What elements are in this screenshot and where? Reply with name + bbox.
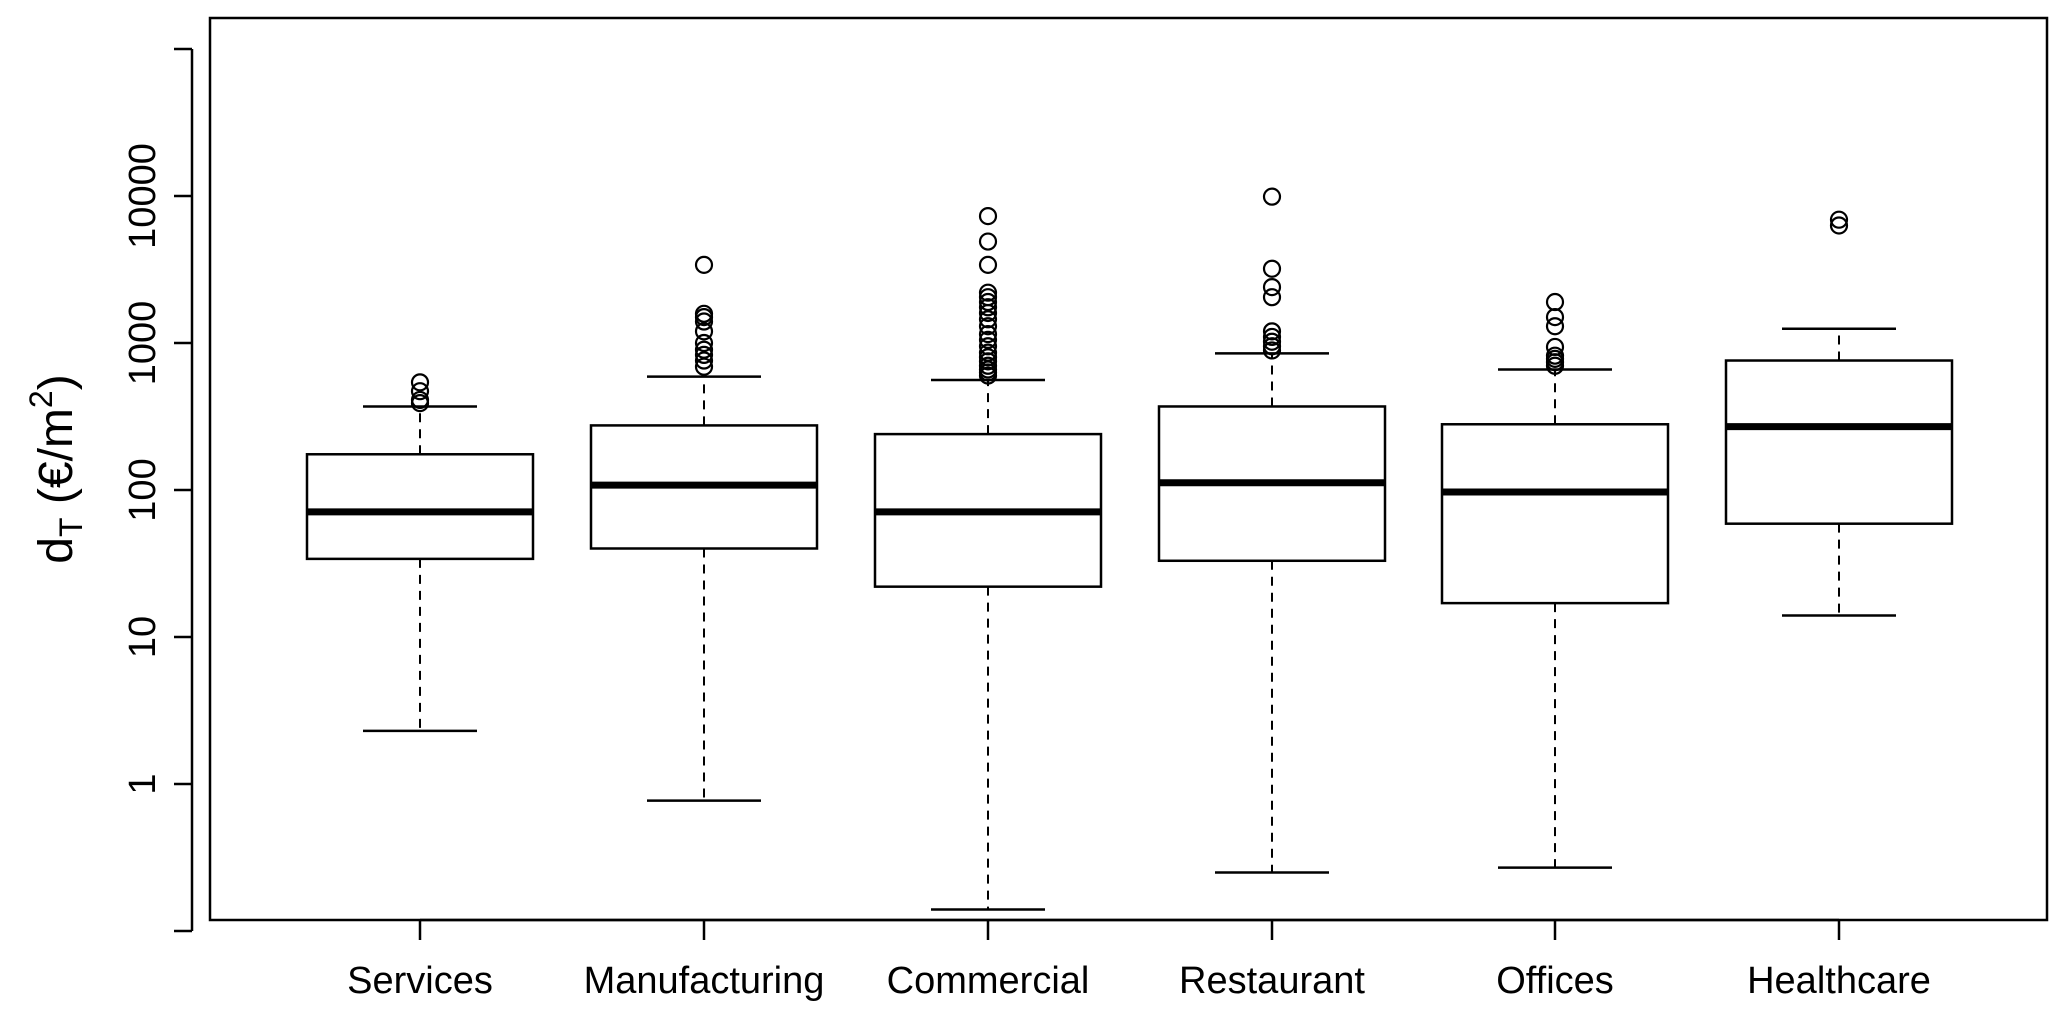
y-axis-label-unit: (€/m — [30, 408, 83, 517]
outlier-point — [978, 317, 998, 336]
outlier-point — [410, 390, 430, 410]
outlier-point — [1262, 187, 1282, 206]
outlier-point — [1262, 278, 1282, 297]
outlier-point — [1262, 327, 1282, 347]
x-tick-label: Services — [347, 960, 493, 1002]
outlier-point — [978, 356, 998, 375]
x-tick-label: Manufacturing — [584, 960, 825, 1002]
outlier-point — [1545, 292, 1565, 312]
outlier-point — [978, 255, 998, 274]
y-tick-label: 1 — [122, 773, 164, 794]
outlier-point — [694, 304, 714, 323]
x-tick-label: Commercial — [887, 960, 1090, 1002]
iqr-box — [1724, 359, 1954, 525]
outlier-point — [978, 330, 998, 349]
outlier-point — [694, 351, 714, 370]
y-tick-label: 100 — [122, 458, 164, 521]
x-tick-label: Offices — [1496, 960, 1614, 1002]
outlier-point — [978, 232, 998, 251]
box-group — [1724, 210, 1954, 617]
outlier-point — [978, 298, 998, 317]
y-tick-label: 1000 — [122, 301, 164, 386]
box-group — [873, 206, 1103, 911]
outlier-point — [694, 345, 714, 364]
outlier-point — [978, 292, 998, 312]
outlier-point — [1262, 332, 1282, 351]
x-axis: Services Manufacturing Commercial Restauran… — [347, 918, 1931, 1002]
x-tick-label: Restaurant — [1179, 960, 1365, 1002]
x-tick-label: Healthcare — [1747, 960, 1931, 1002]
outlier-point — [1262, 288, 1282, 307]
y-axis: 1 10 100 1000 10000 — [122, 47, 194, 933]
box-group — [1157, 187, 1387, 874]
outlier-point — [1545, 337, 1565, 357]
outlier-point — [694, 333, 714, 353]
outlier-point — [410, 373, 430, 392]
y-tick-label: 10 — [122, 616, 164, 658]
outlier-point — [978, 343, 998, 362]
outlier-point — [978, 310, 998, 329]
outlier-point — [1545, 346, 1565, 365]
box-group — [589, 255, 819, 802]
outlier-point — [978, 337, 998, 356]
outlier-point — [978, 283, 998, 302]
y-axis-label-close: ) — [30, 374, 83, 390]
y-axis-label-sup: 2 — [23, 390, 59, 408]
outlier-point — [1545, 308, 1565, 327]
outlier-point — [1545, 317, 1565, 336]
outlier-point — [978, 206, 998, 226]
outlier-point — [1262, 259, 1282, 278]
outlier-point — [410, 382, 430, 401]
box-group — [305, 373, 535, 733]
outlier-point — [978, 348, 998, 367]
outlier-point — [1829, 210, 1849, 229]
y-axis-label-sub: T — [53, 517, 89, 537]
outlier-point — [1829, 216, 1849, 235]
y-tick-label: 10000 — [122, 143, 164, 249]
outlier-point — [694, 312, 714, 331]
y-axis-label: dT (€/m2) — [23, 374, 89, 563]
outlier-point — [694, 340, 714, 359]
outlier-point — [694, 322, 714, 341]
box-group — [1440, 292, 1670, 869]
boxes — [305, 187, 1954, 911]
outlier-point — [1262, 322, 1282, 341]
outlier-point — [978, 324, 998, 344]
iqr-box — [1440, 423, 1670, 605]
y-axis-label-main: d — [30, 537, 83, 564]
outlier-point — [978, 288, 998, 307]
iqr-box — [305, 453, 535, 561]
outlier-point — [694, 255, 714, 274]
